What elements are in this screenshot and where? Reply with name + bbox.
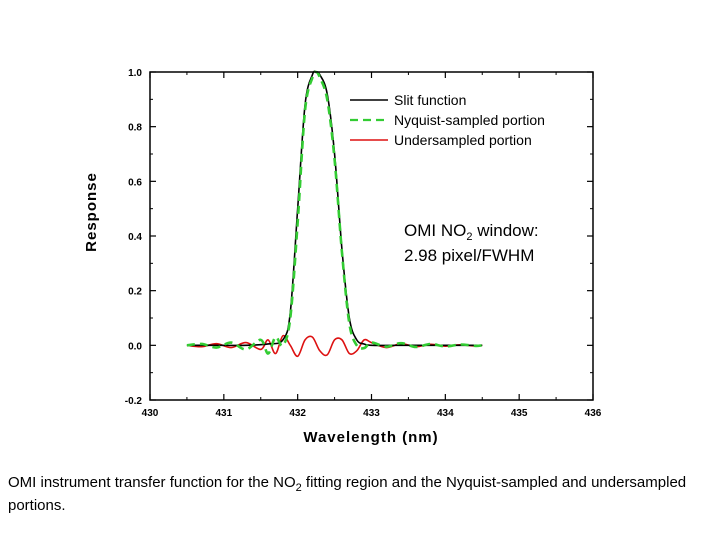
x-tick-label: 433 [363, 408, 380, 419]
x-tick-label: 436 [585, 408, 602, 419]
y-tick-label: 0.2 [128, 287, 142, 298]
legend: Slit function Nyquist-sampled portion Un… [350, 92, 545, 148]
x-tick-label: 431 [215, 408, 232, 419]
legend-label-nyquist: Nyquist-sampled portion [394, 112, 545, 128]
legend-label-slit: Slit function [394, 92, 466, 108]
y-tick-label: 1.0 [128, 68, 142, 79]
y-tick-label: 0.8 [128, 123, 142, 134]
y-tick-label: -0.2 [125, 396, 143, 407]
tick-labels: 430 431 432 433 434 435 436 -0.2 0.0 0.2 0.4 0.6 0.8… [125, 68, 602, 419]
y-axis-title: Response [83, 172, 100, 252]
plot-frame [149, 71, 594, 401]
annotation-line-1: OMI NO2 window: [404, 221, 539, 243]
x-tick-label: 432 [289, 408, 306, 419]
series-layer [186, 70, 483, 358]
x-axis-title: Wavelength (nm) [303, 429, 438, 446]
series-line-undersampled [186, 334, 483, 358]
chart-figure: 430 431 432 433 434 435 436 -0.2 0.0 0.2 0.4 0.6 0.8… [83, 68, 602, 446]
x-tick-label: 434 [437, 408, 454, 419]
annotation-line-2: 2.98 pixel/FWHM [404, 246, 534, 265]
x-tick-label: 435 [511, 408, 528, 419]
figure-caption: OMI instrument transfer function for the… [8, 474, 687, 514]
y-tick-label: 0.4 [128, 232, 142, 243]
y-tick-label: 0.0 [128, 341, 142, 352]
y-tick-label: 0.6 [128, 177, 142, 188]
x-tick-label: 430 [142, 408, 159, 419]
legend-label-undersampled: Undersampled portion [394, 132, 532, 148]
series-line-nyquist-sampled [186, 70, 483, 355]
